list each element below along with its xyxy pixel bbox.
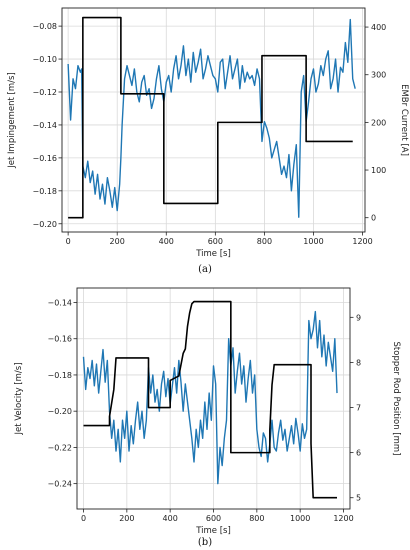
y-left-tick-label: −0.20 [47, 407, 72, 416]
x-tick-label: 800 [249, 514, 264, 523]
x-tick-label: 1000 [303, 237, 323, 246]
y-right-tick-label: 0 [371, 214, 376, 223]
x-tick-label: 800 [257, 237, 272, 246]
x-tick-label: 0 [66, 237, 71, 246]
y-left-tick-label: −0.08 [32, 22, 57, 31]
y-left-tick-label: −0.16 [32, 154, 57, 163]
y-right-tick-label: 6 [356, 449, 361, 458]
y-left-tick-label: −0.12 [32, 88, 57, 97]
x-tick-label: 200 [110, 237, 125, 246]
y-right-tick-label: 200 [371, 118, 386, 127]
x-tick-label: 200 [119, 514, 134, 523]
y-left-tick-label: −0.20 [32, 220, 57, 229]
right-axis-series-line [83, 300, 337, 499]
panel-caption: (b) [198, 537, 212, 548]
y-left-tick-label: −0.14 [32, 121, 57, 130]
y-right-axis-label: EMBr Current [A] [399, 84, 409, 156]
y-right-axis-label: Stopper Rod Position [mm] [391, 342, 401, 456]
y-right-tick-label: 9 [356, 313, 361, 322]
y-left-tick-label: −0.14 [47, 298, 72, 307]
y-right-tick-label: 100 [371, 166, 386, 175]
plot-frame [61, 7, 366, 233]
x-tick-label: 600 [206, 514, 221, 523]
left-axis-series-line [67, 18, 356, 218]
y-right-tick-label: 400 [371, 23, 386, 32]
y-right-tick-label: 5 [356, 494, 361, 503]
x-axis-label: Time [s] [195, 526, 231, 536]
x-tick-label: 0 [81, 514, 86, 523]
y-right-tick-label: 8 [356, 358, 361, 367]
y-left-tick-label: −0.18 [32, 187, 57, 196]
y-left-tick-label: −0.18 [47, 371, 72, 380]
x-axis-label: Time [s] [195, 249, 231, 259]
y-left-tick-label: −0.22 [47, 443, 72, 452]
left-axis-series-line [82, 310, 338, 485]
y-left-tick-label: −0.24 [47, 480, 72, 489]
chart-panel-a: 0 200 400 600 800 1000 1200−0.08−0.10−0.12−0.1… [7, 7, 409, 275]
x-tick-label: 1000 [290, 514, 310, 523]
chart-panel-b: 0 200 400 600 800 1000 1200 −0.14 −0.16 −0.18 −0.2… [14, 287, 401, 548]
y-left-axis-label: Jet Velocity [m/s] [14, 362, 24, 435]
x-tick-label: 600 [208, 237, 223, 246]
y-left-axis-label: Jet Impingement [m/s] [7, 72, 17, 168]
panel-caption: (a) [198, 264, 212, 275]
y-left-tick-label: −0.10 [32, 55, 57, 64]
right-axis-series-line [68, 16, 353, 219]
y-right-tick-label: 7 [356, 404, 361, 413]
x-tick-label: 1200 [333, 514, 353, 523]
y-right-tick-label: 300 [371, 71, 386, 80]
x-tick-label: 400 [159, 237, 174, 246]
x-tick-label: 400 [163, 514, 178, 523]
x-tick-label: 1200 [352, 237, 372, 246]
y-left-tick-label: −0.16 [47, 335, 72, 344]
